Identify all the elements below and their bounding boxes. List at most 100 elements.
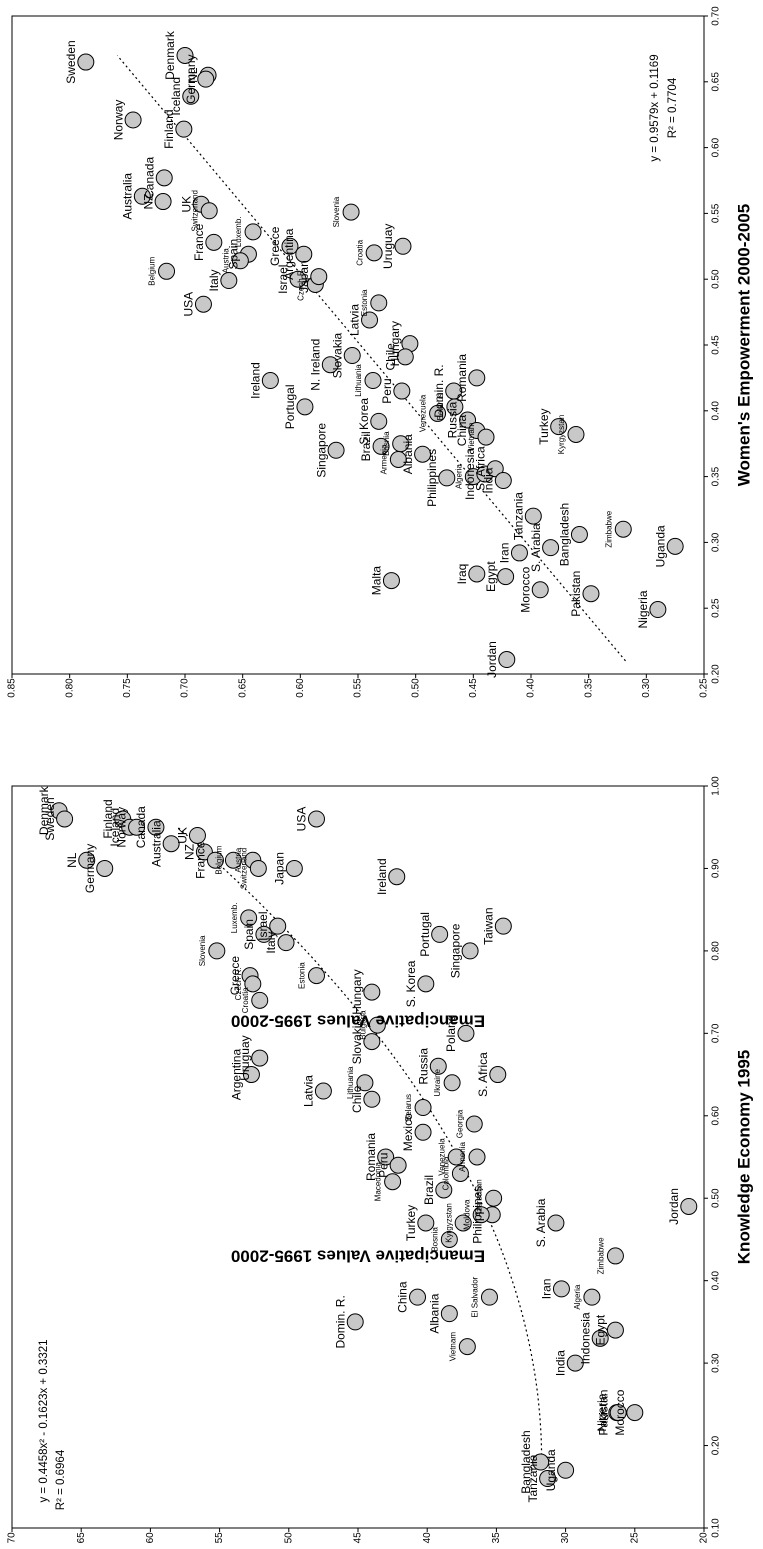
right-point-label: Uruguay bbox=[381, 224, 395, 269]
right-point bbox=[295, 245, 313, 263]
right-point-label: USA bbox=[182, 292, 196, 317]
right-y-tick-label: 0.35 bbox=[583, 678, 594, 698]
right-point-label: Armenia bbox=[379, 444, 388, 474]
right-point-label: Romania bbox=[455, 354, 469, 402]
right-y-tick-label: 0.50 bbox=[410, 678, 421, 698]
right-fit-equation: y = 0.9579x + 0.1169 bbox=[649, 54, 661, 161]
left-point-label: Finland bbox=[101, 799, 115, 838]
right-y-tick-label: 0.45 bbox=[468, 678, 479, 698]
left-point-label: Bulgaria bbox=[358, 1010, 367, 1040]
left-y-tick-label: 0.20 bbox=[699, 1532, 710, 1544]
left-point bbox=[489, 1066, 507, 1084]
left-point bbox=[244, 975, 262, 993]
left-point-label: Kyrgyzstan bbox=[444, 1203, 453, 1243]
right-point-label: Belgium bbox=[148, 257, 157, 286]
right-point-label: S. Korea bbox=[357, 398, 371, 445]
left-point bbox=[443, 1074, 461, 1092]
right-point bbox=[414, 445, 432, 463]
left-point bbox=[451, 1164, 469, 1182]
right-point bbox=[310, 268, 328, 286]
right-y-tick-label: 0.75 bbox=[122, 678, 133, 698]
right-point-label: Ireland bbox=[249, 362, 263, 399]
right-point-label: Egypt bbox=[484, 561, 498, 592]
right-point-label: Bangladesh bbox=[558, 503, 572, 566]
left-x-ticks: 0.10 0.20 0.30 0.40 0.50 0.60 0.70 0.80 0.90 1.00 bbox=[704, 776, 722, 1538]
left-point-label: Italy bbox=[264, 932, 278, 954]
right-point-label: Switzerland bbox=[190, 190, 199, 231]
left-point bbox=[78, 851, 96, 869]
left-point-label: Albania bbox=[428, 1293, 442, 1333]
left-point bbox=[208, 942, 226, 960]
left-point-label: Canada bbox=[134, 806, 148, 848]
left-point bbox=[96, 859, 114, 877]
left-point-label: Turkey bbox=[404, 1205, 418, 1241]
left-point bbox=[414, 1099, 432, 1117]
right-fit-line-path bbox=[116, 55, 626, 662]
left-x-tick-label: 0.90 bbox=[711, 858, 722, 878]
right-point-label: NL bbox=[186, 67, 200, 83]
left-point bbox=[56, 810, 74, 828]
left-point-label: Romania bbox=[364, 1133, 378, 1181]
left-point-label: Greece bbox=[228, 956, 242, 996]
left-point-label: Denmark bbox=[37, 785, 51, 835]
left-point-label: Brazil bbox=[422, 1175, 436, 1205]
left-point bbox=[363, 983, 381, 1001]
right-point bbox=[396, 348, 414, 366]
left-point bbox=[307, 967, 325, 985]
right-x-tick-label: 0.35 bbox=[711, 466, 722, 486]
right-point bbox=[394, 237, 412, 255]
left-point-label: Chile bbox=[350, 1085, 364, 1113]
left-point-label: Slovakia bbox=[350, 1019, 364, 1065]
right-point bbox=[154, 193, 172, 211]
left-point-label: Jordan bbox=[667, 1188, 681, 1225]
right-point-label: S. Africa bbox=[473, 446, 487, 491]
left-point-label: Sweden bbox=[43, 797, 57, 840]
left-point-label: USA bbox=[295, 807, 309, 832]
left-y-ticks: 0.20 0.25 0.30 0.35 0.40 0.45 0.50 0.55 0.60 0.65… bbox=[7, 1528, 710, 1549]
right-point bbox=[445, 382, 463, 400]
right-point bbox=[498, 651, 516, 669]
right-point-label: Turkey bbox=[537, 408, 551, 444]
right-point-label: Kyrgyzstan bbox=[557, 415, 566, 455]
left-point bbox=[609, 1404, 627, 1422]
left-point-label: France bbox=[194, 841, 208, 879]
right-point bbox=[261, 372, 279, 390]
right-point bbox=[176, 46, 194, 64]
right-point bbox=[370, 294, 388, 312]
left-y-tick-label: 0.60 bbox=[145, 1532, 156, 1544]
left-point bbox=[356, 1074, 374, 1092]
right-point-label: Tanzania bbox=[511, 492, 525, 540]
right-point-label: France bbox=[192, 223, 206, 261]
left-point bbox=[249, 859, 267, 877]
left-points bbox=[50, 802, 698, 1488]
left-point-label: S. Arabia bbox=[534, 1198, 548, 1247]
left-point-label: Portugal bbox=[418, 912, 432, 957]
right-chart: 0.200.250.300.350.400.450.500.550.600.65… bbox=[7, 6, 754, 1031]
left-point bbox=[224, 851, 242, 869]
left-point-label: Venezuela bbox=[437, 1138, 446, 1176]
left-point bbox=[188, 826, 206, 844]
right-x-tick-label: 0.30 bbox=[711, 532, 722, 552]
right-point-label: Albania bbox=[401, 434, 415, 474]
right-point bbox=[197, 70, 215, 88]
left-point-label: Colombia bbox=[442, 1156, 451, 1190]
left-point-label: Croatia bbox=[241, 987, 250, 1013]
right-point-label: Indonesia bbox=[463, 448, 477, 500]
left-point-label: Austria bbox=[234, 847, 243, 872]
left-point-label: Vietnam bbox=[448, 1332, 457, 1362]
left-point-label: Ireland bbox=[375, 858, 389, 895]
right-point-label: Australia bbox=[120, 173, 134, 220]
left-point bbox=[461, 942, 479, 960]
right-point bbox=[372, 437, 390, 455]
left-x-tick-label: 0.30 bbox=[711, 1353, 722, 1373]
right-point-label: Iceland bbox=[169, 77, 183, 116]
right-x-tick-label: 0.60 bbox=[711, 137, 722, 157]
right-x-tick-label: 0.65 bbox=[711, 72, 722, 92]
right-x-tick-label: 0.45 bbox=[711, 335, 722, 355]
left-point bbox=[557, 1461, 575, 1479]
right-point-label: Malta bbox=[370, 566, 384, 596]
right-point bbox=[289, 270, 307, 288]
left-chart: 0.100.200.300.400.500.600.700.800.901.00… bbox=[7, 776, 754, 1549]
right-fit-r2: R² = 0.7704 bbox=[667, 77, 679, 138]
right-point-label: Pakistan bbox=[569, 571, 583, 617]
